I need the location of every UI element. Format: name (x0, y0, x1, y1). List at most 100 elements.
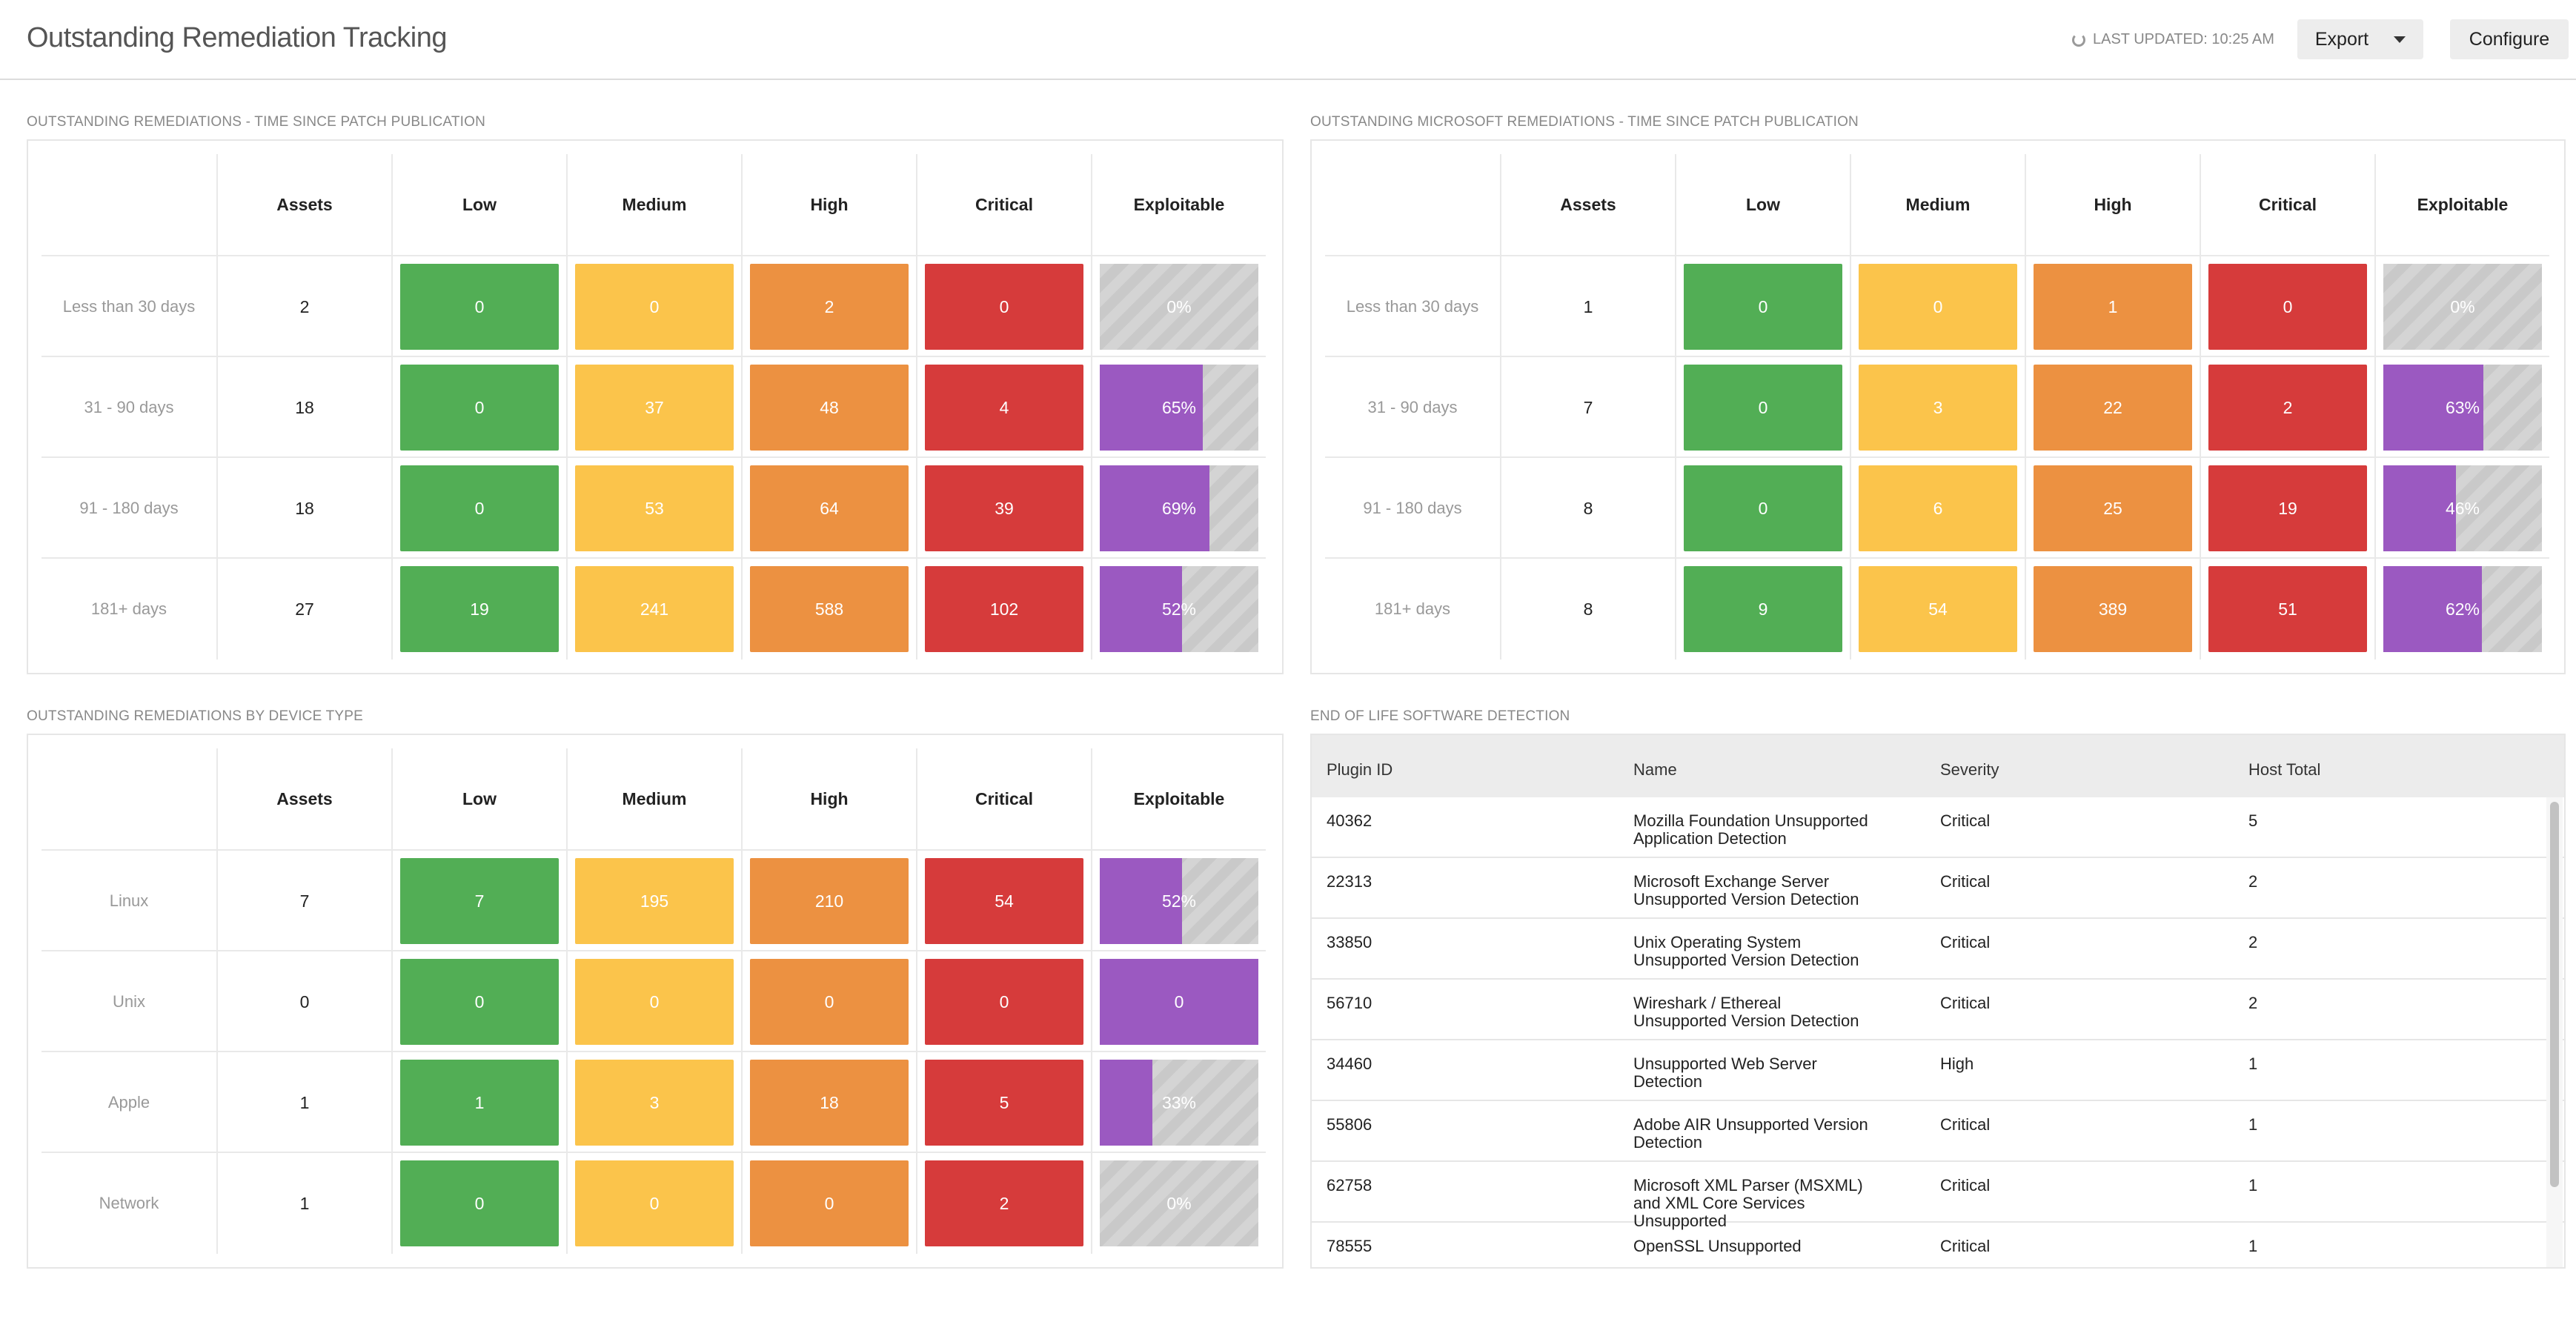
exploitable-bar[interactable]: 33% (1100, 1060, 1258, 1146)
cell-medium: 53 (566, 458, 741, 559)
export-button[interactable]: Export (2297, 19, 2423, 59)
exploitable-bar[interactable]: 62% (2383, 566, 2542, 652)
cell-assets: 1 (1500, 256, 1675, 357)
exploitable-bar[interactable]: 0 (1100, 959, 1258, 1045)
severity-tile-high[interactable]: 588 (750, 566, 909, 652)
severity-count: 64 (820, 498, 839, 518)
configure-button[interactable]: Configure (2450, 19, 2569, 59)
table-row[interactable]: 33850 Unix Operating System Unsupported V… (1312, 919, 2564, 980)
severity-tile-critical[interactable]: 39 (925, 465, 1083, 551)
severity-tile-medium[interactable]: 195 (575, 858, 734, 944)
severity-tile-high[interactable]: 25 (2034, 465, 2192, 551)
severity-count: 0 (999, 991, 1009, 1011)
cell-high: 0 (741, 1153, 916, 1254)
name-cell: Mozilla Foundation Unsupported Applicati… (1633, 811, 1868, 848)
severity-tile-low[interactable]: 0 (400, 959, 559, 1045)
severity-tile-critical[interactable]: 4 (925, 365, 1083, 451)
severity-tile-high[interactable]: 1 (2034, 264, 2192, 350)
table-row[interactable]: 34460 Unsupported Web Server Detection Hig… (1312, 1040, 2564, 1101)
severity-tile-low[interactable]: 1 (400, 1060, 559, 1146)
severity-cell: Critical (1940, 994, 1991, 1012)
severity-tile-critical[interactable]: 54 (925, 858, 1083, 944)
severity-tile-low[interactable]: 9 (1684, 566, 1842, 652)
severity-tile-low[interactable]: 0 (400, 1160, 559, 1246)
severity-tile-medium[interactable]: 53 (575, 465, 734, 551)
severity-count: 19 (2278, 498, 2297, 518)
severity-tile-low[interactable]: 0 (400, 465, 559, 551)
severity-tile-critical[interactable]: 2 (925, 1160, 1083, 1246)
matrix-grid: Assets Low Medium High Critical Exploitable Li… (42, 748, 1266, 1254)
table-row[interactable]: 78555 OpenSSL Unsupported Critical 1 (1312, 1223, 2564, 1267)
severity-tile-low[interactable]: 7 (400, 858, 559, 944)
severity-tile-low[interactable]: 19 (400, 566, 559, 652)
severity-tile-high[interactable]: 389 (2034, 566, 2192, 652)
severity-tile-medium[interactable]: 0 (1859, 264, 2017, 350)
cell-medium: 37 (566, 357, 741, 458)
refresh-icon[interactable] (2072, 33, 2085, 47)
severity-tile-low[interactable]: 0 (1684, 465, 1842, 551)
severity-tile-critical[interactable]: 0 (2208, 264, 2367, 350)
table-row[interactable]: 22313 Microsoft Exchange Server Unsupport… (1312, 858, 2564, 919)
assets-count: 2 (299, 296, 310, 316)
table-row[interactable]: 56710 Wireshark / Ethereal Unsupported Ve… (1312, 980, 2564, 1040)
severity-tile-medium[interactable]: 0 (575, 1160, 734, 1246)
scrollbar[interactable] (2546, 797, 2563, 1267)
severity-tile-high[interactable]: 48 (750, 365, 909, 451)
severity-tile-medium[interactable]: 0 (575, 959, 734, 1045)
exploitable-bar[interactable]: 52% (1100, 566, 1258, 652)
col-header-severity[interactable]: Severity (1940, 760, 1999, 779)
severity-tile-critical[interactable]: 51 (2208, 566, 2367, 652)
severity-tile-medium[interactable]: 241 (575, 566, 734, 652)
severity-tile-low[interactable]: 0 (1684, 365, 1842, 451)
col-header-name[interactable]: Name (1633, 760, 1677, 779)
plugin-id-cell: 56710 (1327, 994, 1372, 1012)
severity-tile-low[interactable]: 0 (400, 365, 559, 451)
exploitable-bar[interactable]: 0% (2383, 264, 2542, 350)
severity-tile-medium[interactable]: 54 (1859, 566, 2017, 652)
severity-tile-high[interactable]: 210 (750, 858, 909, 944)
severity-tile-medium[interactable]: 0 (575, 264, 734, 350)
exploitable-bar[interactable]: 63% (2383, 365, 2542, 451)
severity-count: 0 (474, 397, 485, 417)
severity-tile-medium[interactable]: 3 (575, 1060, 734, 1146)
column-header-exploitable: Exploitable (1091, 154, 1266, 255)
table-row[interactable]: 62758 Microsoft XML Parser (MSXML) and XM… (1312, 1162, 2564, 1230)
severity-count: 5 (999, 1092, 1009, 1112)
severity-tile-high[interactable]: 18 (750, 1060, 909, 1146)
severity-tile-high[interactable]: 22 (2034, 365, 2192, 451)
name-cell: Wireshark / Ethereal Unsupported Version… (1633, 994, 1859, 1030)
table-row[interactable]: 55806 Adobe AIR Unsupported Version Detec… (1312, 1101, 2564, 1162)
exploitable-value: 65% (1161, 397, 1197, 417)
severity-tile-critical[interactable]: 19 (2208, 465, 2367, 551)
severity-tile-medium[interactable]: 37 (575, 365, 734, 451)
severity-tile-critical[interactable]: 102 (925, 566, 1083, 652)
exploitable-bar[interactable]: 69% (1100, 465, 1258, 551)
severity-tile-critical[interactable]: 0 (925, 959, 1083, 1045)
severity-tile-high[interactable]: 0 (750, 1160, 909, 1246)
host-total-cell: 2 (2248, 872, 2258, 891)
col-header-plugin-id[interactable]: Plugin ID (1327, 760, 1393, 779)
exploitable-bar[interactable]: 65% (1100, 365, 1258, 451)
host-total-cell: 1 (2248, 1176, 2258, 1195)
exploitable-bar[interactable]: 0% (1100, 1160, 1258, 1246)
severity-tile-high[interactable]: 0 (750, 959, 909, 1045)
severity-tile-critical[interactable]: 5 (925, 1060, 1083, 1146)
exploitable-bar[interactable]: 0% (1100, 264, 1258, 350)
scrollbar-thumb[interactable] (2550, 802, 2559, 1187)
cell-low: 0 (391, 458, 566, 559)
table-row[interactable]: 40362 Mozilla Foundation Unsupported Appl… (1312, 797, 2564, 858)
severity-tile-high[interactable]: 2 (750, 264, 909, 350)
severity-tile-low[interactable]: 0 (1684, 264, 1842, 350)
severity-tile-critical[interactable]: 2 (2208, 365, 2367, 451)
exploitable-bar[interactable]: 46% (2383, 465, 2542, 551)
severity-tile-medium[interactable]: 6 (1859, 465, 2017, 551)
severity-tile-critical[interactable]: 0 (925, 264, 1083, 350)
severity-tile-low[interactable]: 0 (400, 264, 559, 350)
col-header-host-total[interactable]: Host Total (2248, 760, 2321, 779)
severity-tile-medium[interactable]: 3 (1859, 365, 2017, 451)
cell-low: 0 (391, 1153, 566, 1254)
exploitable-bar[interactable]: 52% (1100, 858, 1258, 944)
severity-tile-high[interactable]: 64 (750, 465, 909, 551)
cell-exploitable: 52% (1091, 559, 1266, 660)
panel-device-type: Assets Low Medium High Critical Exploitable Li… (27, 734, 1284, 1269)
